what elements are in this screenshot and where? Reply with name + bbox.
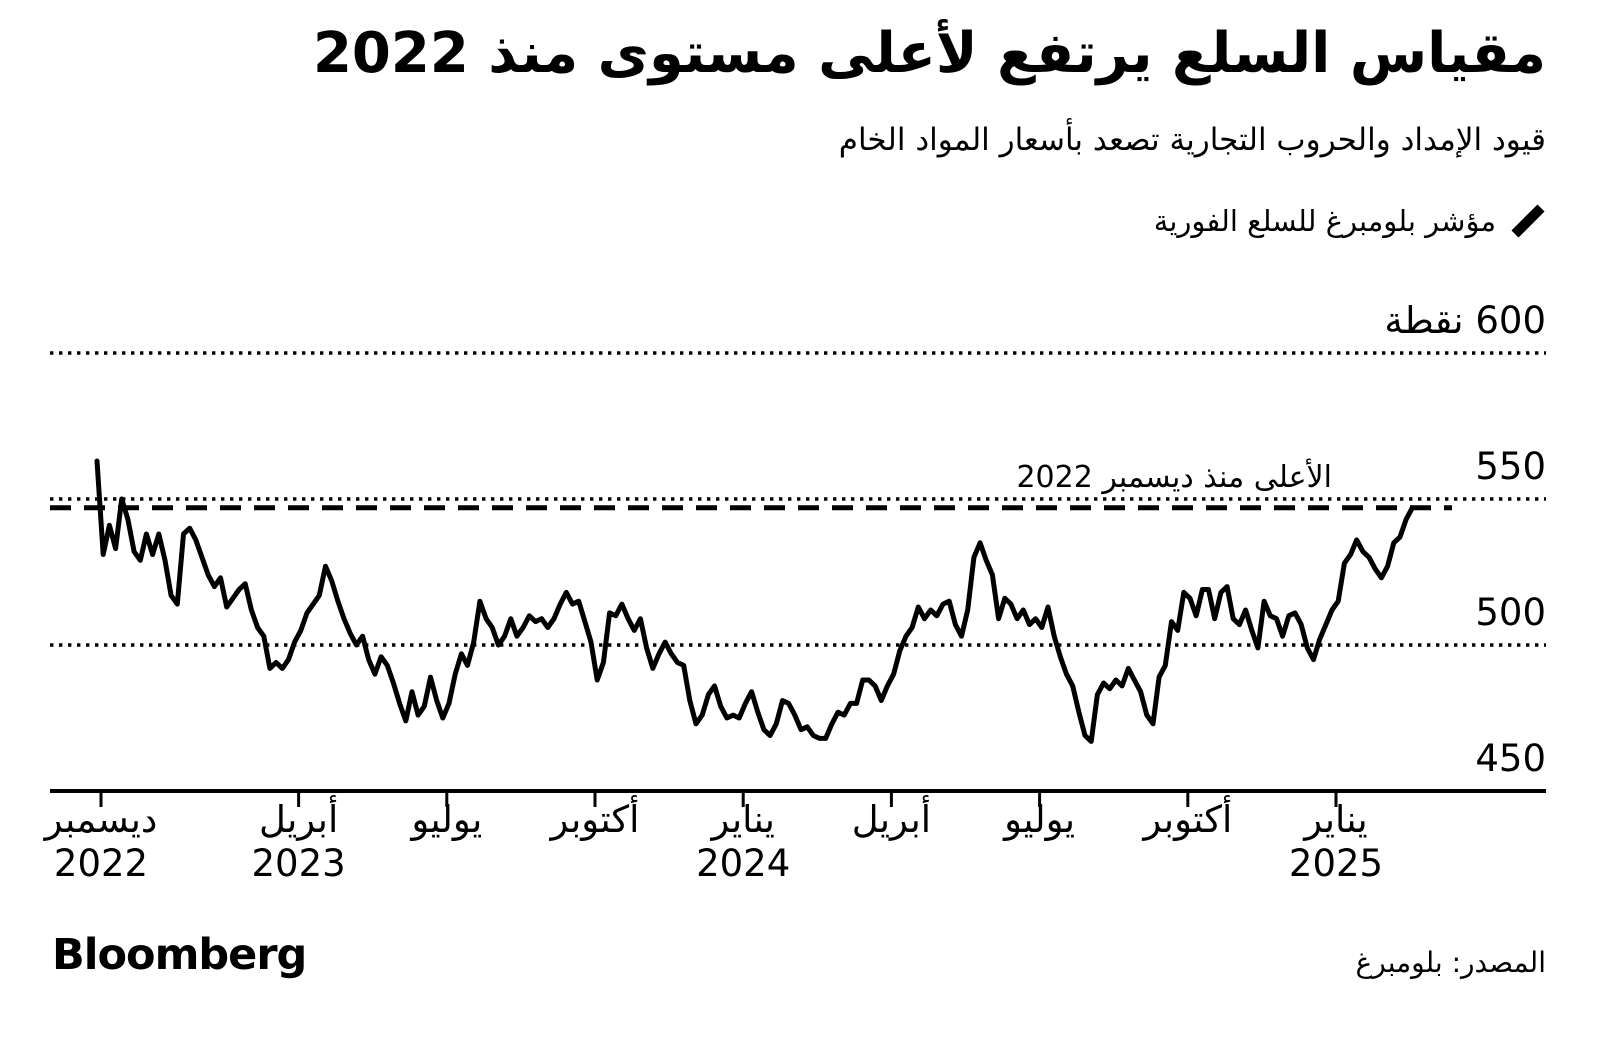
commodity-index-line — [94, 458, 1415, 744]
y-axis-label-500: 500 — [1475, 591, 1546, 634]
chart-subtitle: قيود الإمداد والحروب التجارية تصعد بأسعا… — [838, 122, 1546, 158]
x-axis-month-label: أبريل — [258, 798, 339, 841]
x-axis-month-label: أكتوبر — [550, 798, 640, 841]
y-axis-label-550: 550 — [1475, 445, 1546, 488]
x-axis-year-label: 2024 — [696, 842, 791, 885]
bloomberg-logo: Bloomberg — [52, 930, 307, 980]
x-axis-year-label: 2022 — [53, 842, 149, 885]
x-axis-month-label: يناير — [1304, 798, 1368, 841]
x-axis-month-label: أبريل — [851, 798, 932, 841]
legend: مؤشر بلومبرغ للسلع الفورية — [1154, 203, 1546, 239]
x-axis-month-label: يوليو — [1004, 798, 1076, 841]
x-axis-month-label: يوليو — [411, 798, 483, 841]
x-axis-month-label: ديسمبر — [44, 798, 158, 841]
x-axis-year-label: 2023 — [251, 842, 346, 885]
chart-title: مقياس السلع يرتفع لأعلى مستوى منذ 2022 — [312, 21, 1546, 86]
x-axis-year-label: 2025 — [1288, 842, 1384, 885]
y-axis-label-600: 600 نقطة — [1384, 299, 1546, 342]
y-axis-label-450: 450 — [1475, 737, 1546, 780]
source-label: المصدر: بلومبرغ — [1355, 946, 1546, 979]
line-series-slash-icon — [1510, 203, 1546, 239]
reference-line-annotation: الأعلى منذ ديسمبر 2022 — [1016, 459, 1332, 495]
x-axis-month-label: أكتوبر — [1143, 798, 1233, 841]
x-axis-month-label: يناير — [711, 798, 775, 841]
legend-label: مؤشر بلومبرغ للسلع الفورية — [1153, 204, 1496, 238]
